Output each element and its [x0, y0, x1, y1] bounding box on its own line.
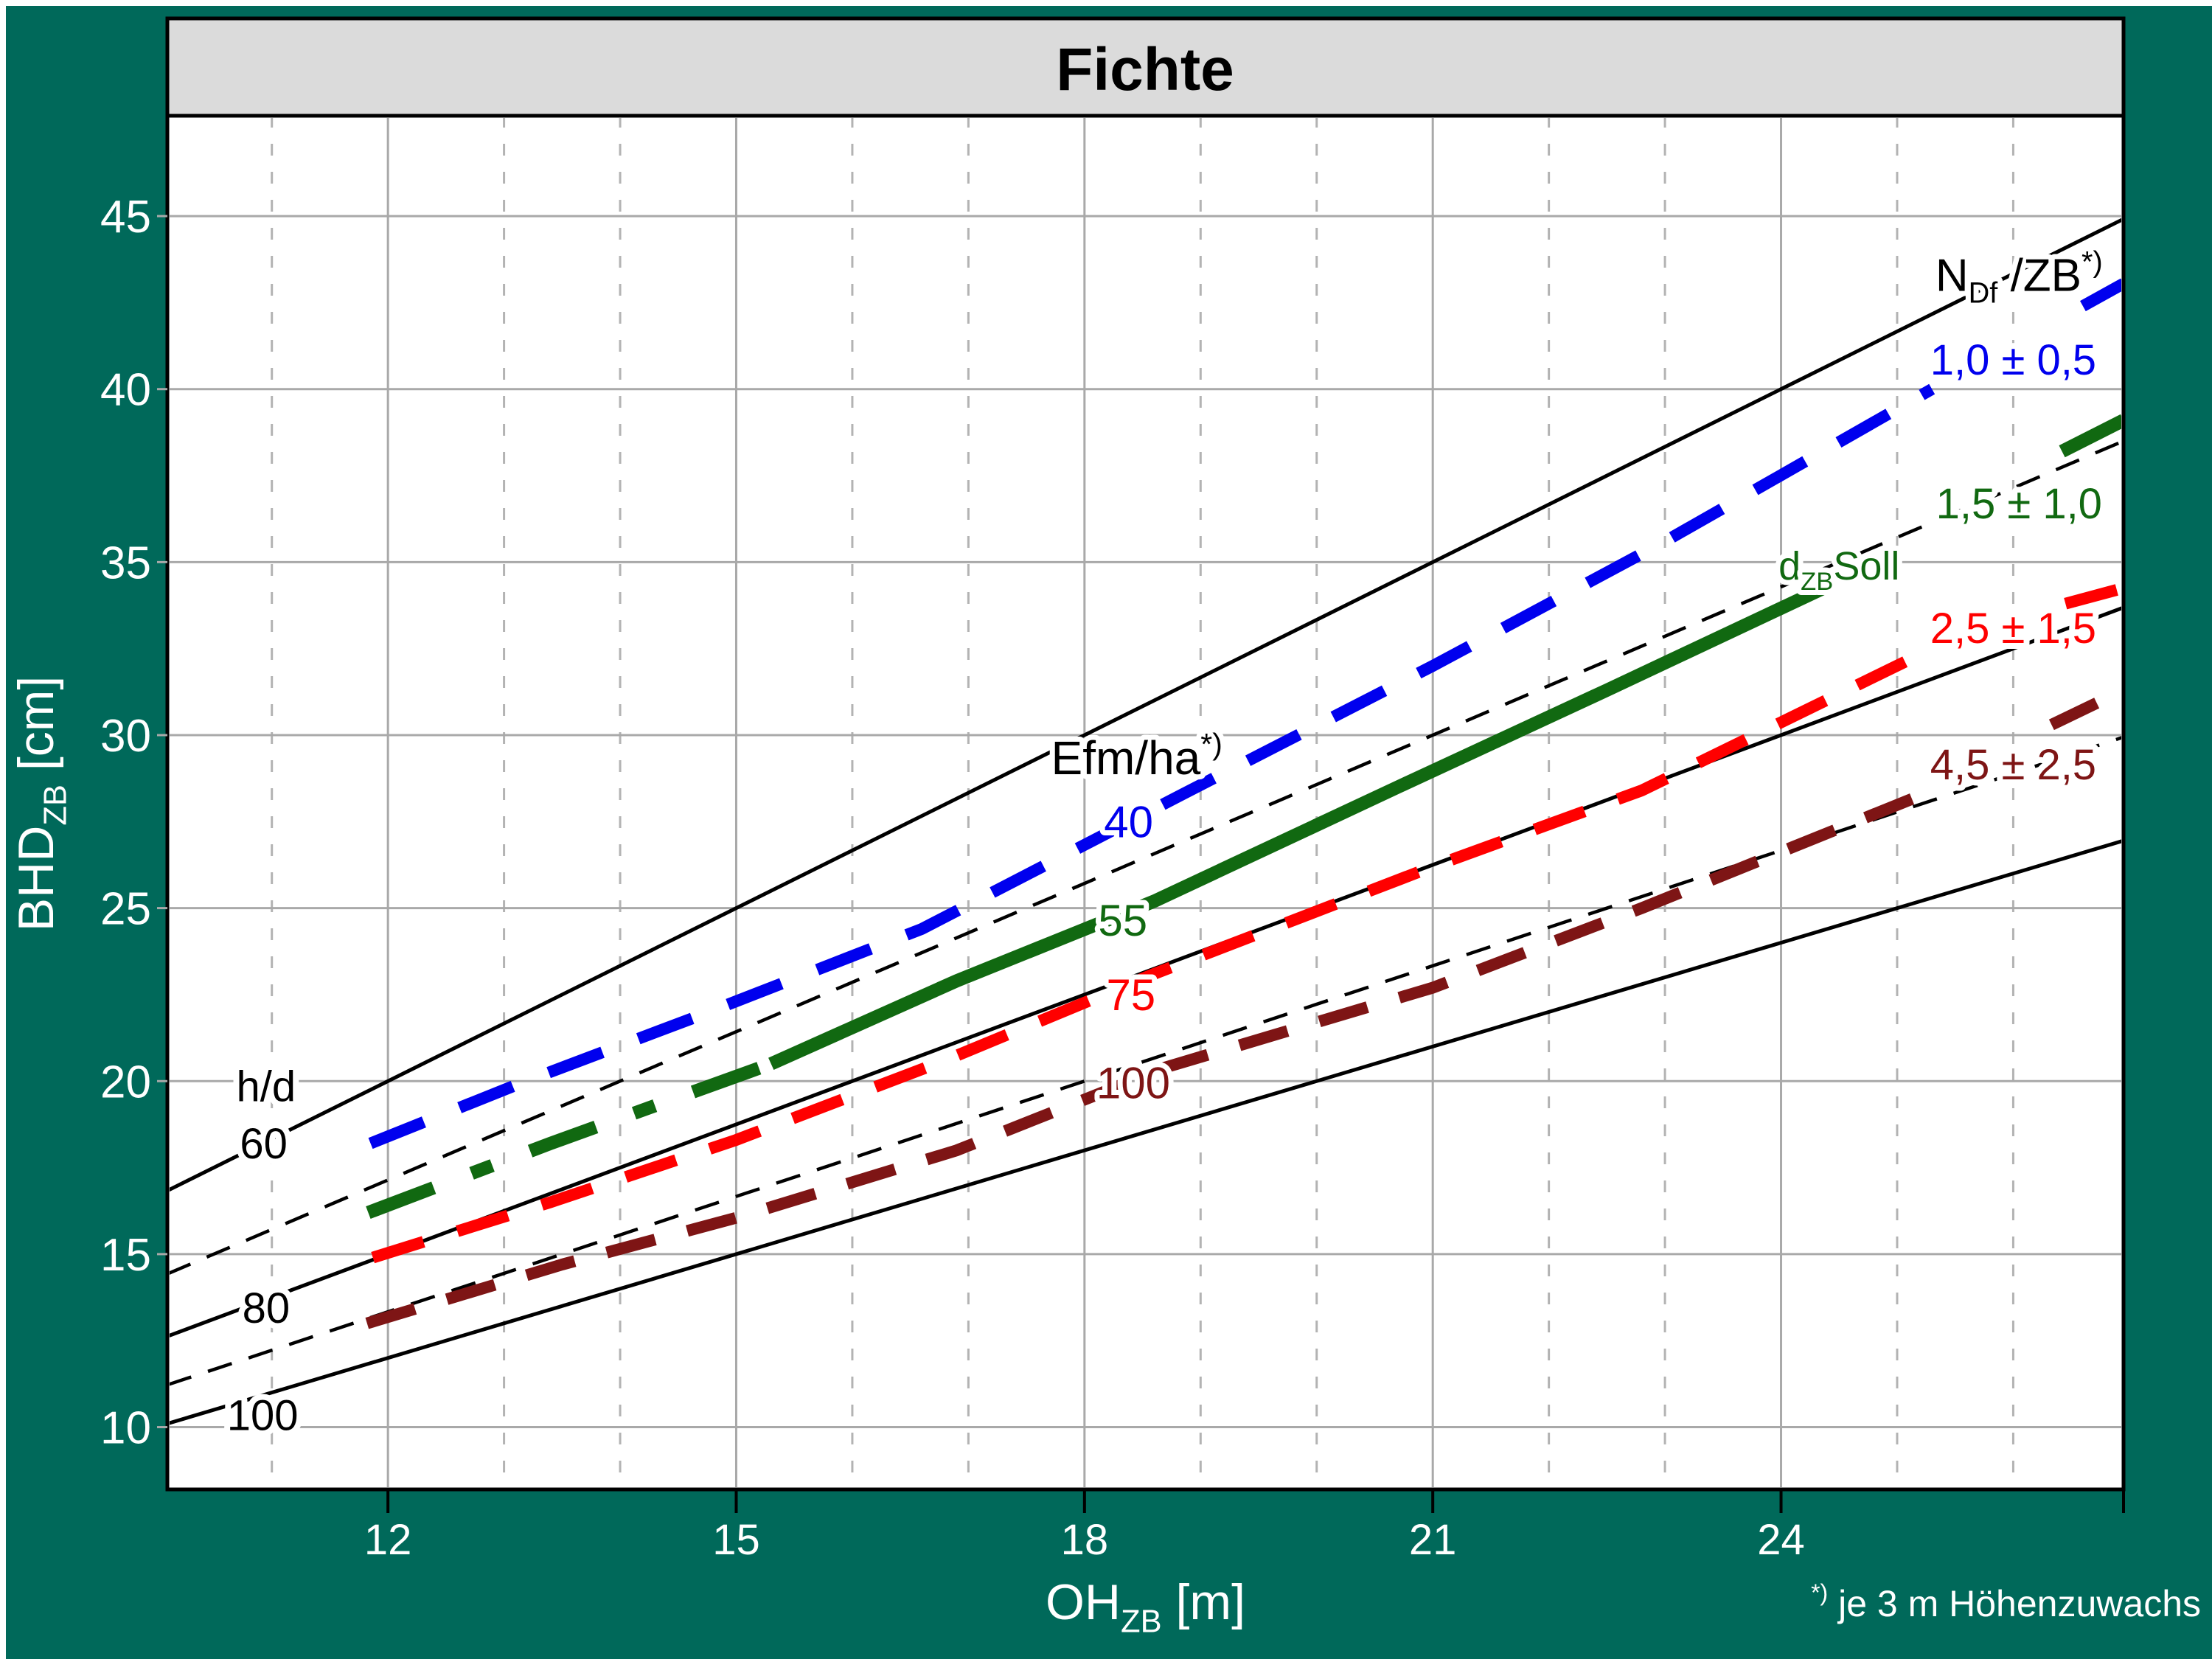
chart-title: Fichte — [1056, 36, 1234, 103]
y-axis-title-group: BHDZB [cm] — [8, 676, 74, 932]
x-tick-label-21: 21 — [1409, 1516, 1457, 1564]
x-tick-label-15: 15 — [712, 1516, 760, 1564]
y-tick-label-35: 35 — [100, 538, 151, 588]
label-dzb-soll-label: dZBSoll — [1778, 544, 1899, 596]
title-bar — [165, 16, 2126, 118]
series-ndf-2-5-segment-0 — [371, 643, 1935, 1264]
x-tick-label-24: 24 — [1757, 1516, 1805, 1564]
series-ndf-2-5-segment-1 — [2064, 582, 2121, 610]
label-n-4-5: 4,5 ± 2,5 — [1930, 741, 2096, 789]
y-tick-label-20: 20 — [100, 1057, 151, 1107]
x-axis-title: OHZB [m] — [1046, 1574, 1245, 1640]
label-efm-55: 55 — [1098, 896, 1147, 945]
y-tick-label-25: 25 — [100, 884, 151, 935]
series-ndf-4-5 — [365, 684, 2121, 1329]
label-efm-40: 40 — [1104, 797, 1153, 846]
series-dzb-soll-segment-1 — [768, 580, 1831, 1071]
x-tick-label-18: 18 — [1061, 1516, 1109, 1564]
label-hd-80: 80 — [243, 1284, 291, 1332]
x-tick-label-12: 12 — [364, 1516, 412, 1564]
y-tick-label-30: 30 — [100, 711, 151, 762]
series-ndf-1-0-segment-1 — [2080, 278, 2121, 312]
series-dzb-soll — [366, 414, 2121, 1219]
series-ndf-1-0 — [368, 278, 2121, 1150]
y-tick-label-40: 40 — [100, 365, 151, 416]
series-ndf-1-0-segment-0 — [368, 383, 1935, 1150]
footnote: *) je 3 m Höhenzuwachs — [1811, 1579, 2201, 1624]
label-hd-title: h/d — [237, 1063, 296, 1111]
label-n-1-5: 1,5 ± 1,0 — [1936, 480, 2102, 528]
label-ndf-title: NDf /ZB*) — [1935, 246, 2103, 310]
y-tick-label-10: 10 — [100, 1403, 151, 1454]
label-hd-60: 60 — [240, 1120, 288, 1168]
outer-edge-left — [0, 0, 6, 1659]
frame-layer — [165, 16, 2126, 1492]
label-efm-100: 100 — [1096, 1059, 1170, 1108]
outer-edge-top — [0, 0, 2212, 6]
label-n-1-0: 1,0 ± 0,5 — [1930, 336, 2096, 384]
label-n-2-5: 2,5 ± 1,5 — [1930, 605, 2096, 653]
label-efm-75: 75 — [1106, 970, 1155, 1020]
series-ndf-4-5-segment-1 — [2048, 684, 2121, 731]
series-dzb-soll-segment-2 — [2059, 414, 2121, 458]
y-axis-title: BHDZB [cm] — [8, 676, 74, 932]
y-tick-label-15: 15 — [100, 1230, 151, 1281]
label-efm-title: Efm/ha*) — [1051, 727, 1222, 785]
axes-layer: 12 15 18 21 24 10 15 20 25 30 35 40 45 OHZB [m] BHDZB … — [8, 192, 2201, 1640]
hd-line-70 — [170, 439, 2121, 1275]
series-ndf-2-5 — [371, 582, 2121, 1264]
series-layer — [365, 278, 2121, 1329]
hd-line-60 — [170, 218, 2121, 1192]
series-dzb-soll-segment-0 — [366, 1057, 773, 1219]
y-tick-label-45: 45 — [100, 192, 151, 243]
plot-labels-layer: h/d 60 80 100 Efm/ha*) 40 55 75 100 NDf /ZB*) 1,0 … — [221, 241, 2108, 1446]
plot-area — [165, 114, 2126, 1492]
label-hd-100: 100 — [227, 1391, 299, 1439]
hd-line-100 — [170, 839, 2121, 1425]
